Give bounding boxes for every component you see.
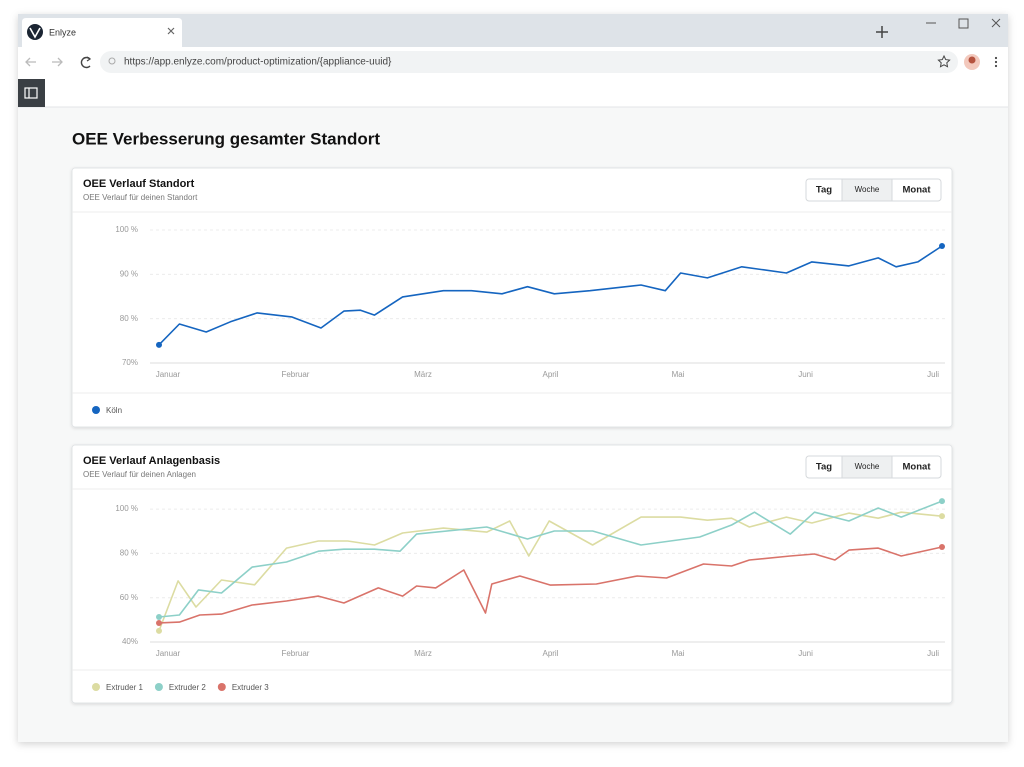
control-button[interactable]: Monat: [903, 462, 932, 473]
endpoint-dot: [156, 627, 162, 634]
control-button[interactable]: Monat: [903, 185, 932, 196]
x-tick-label: Februar: [281, 370, 309, 379]
legend-label[interactable]: Extruder 2: [169, 683, 206, 692]
y-tick-label: 60 %: [120, 593, 138, 602]
x-tick-label: Januar: [156, 649, 181, 658]
url[interactable]: https://app.enlyze.com/product-optimizat…: [124, 57, 392, 68]
endpoint-dot: [939, 498, 945, 505]
legend-label[interactable]: Extruder 3: [232, 683, 269, 692]
tab-close[interactable]: [167, 27, 175, 35]
tab-favicon: [27, 24, 43, 40]
control-button[interactable]: Tag: [816, 185, 832, 196]
close-window[interactable]: [991, 18, 1001, 28]
x-tick-label: März: [414, 370, 432, 379]
x-tick-label: Mai: [672, 649, 685, 658]
legend-label[interactable]: Köln: [106, 406, 122, 415]
x-tick-label: Juli: [927, 649, 939, 658]
new-tab[interactable]: [876, 26, 888, 38]
x-tick-label: April: [542, 649, 558, 658]
y-tick-label: 40%: [122, 637, 138, 646]
control-active-bg: [841, 455, 893, 479]
chart-subtitle: OEE Verlauf für deinen Anlagen: [83, 470, 196, 479]
series-line: [158, 245, 943, 346]
endpoint-dot: [156, 619, 162, 626]
x-tick-label: März: [414, 649, 432, 658]
endpoint-dot: [939, 543, 945, 550]
series-line: [158, 546, 943, 624]
page-title: OEE Verbesserung gesamter Standort: [72, 129, 380, 148]
endpoint-dot: [156, 341, 162, 348]
y-tick-label: 80 %: [120, 548, 138, 557]
sidebar-toggle[interactable]: [18, 79, 45, 107]
search-icon: [108, 57, 116, 65]
endpoint-dot: [939, 513, 945, 520]
tab[interactable]: [22, 18, 182, 47]
back-button[interactable]: [25, 57, 36, 67]
chart-title: OEE Verlauf Anlagenbasis: [83, 455, 220, 467]
legend-marker[interactable]: [92, 406, 100, 414]
legend-label[interactable]: Extruder 1: [106, 683, 143, 692]
control-button[interactable]: Woche: [855, 462, 880, 471]
sidebar-icon: [24, 87, 38, 99]
tab-title: Enlyze: [49, 27, 76, 37]
control-button[interactable]: Woche: [855, 185, 880, 194]
x-tick-label: Juli: [927, 370, 939, 379]
maximize[interactable]: [958, 18, 969, 29]
y-tick-label: 80 %: [120, 314, 138, 323]
endpoint-dot: [939, 242, 945, 249]
y-tick-label: 100 %: [115, 504, 138, 513]
x-tick-label: Juni: [798, 649, 813, 658]
y-tick-label: 70%: [122, 358, 138, 367]
bookmark-star[interactable]: [937, 54, 951, 68]
address-bar[interactable]: [100, 51, 958, 73]
legend-marker[interactable]: [217, 683, 226, 691]
avatar-head: [968, 56, 976, 64]
control-button[interactable]: Tag: [816, 462, 832, 473]
reload-arrow: [86, 56, 92, 62]
series-line: [158, 500, 943, 618]
x-tick-label: April: [542, 370, 558, 379]
legend-marker[interactable]: [154, 683, 163, 691]
x-tick-label: Mai: [672, 370, 685, 379]
app-bar: [18, 79, 1008, 107]
x-tick-label: Februar: [281, 649, 309, 658]
chart-card: [71, 444, 953, 704]
legend-marker[interactable]: [92, 683, 100, 691]
menu-button[interactable]: [994, 56, 998, 68]
forward-button[interactable]: [52, 57, 63, 67]
y-tick-label: 100 %: [115, 225, 138, 234]
x-tick-label: Juni: [798, 370, 813, 379]
series-line: [158, 511, 943, 632]
endpoint-dot: [156, 613, 162, 620]
tab-bar: [18, 14, 1008, 47]
chart-title: OEE Verlauf Standort: [83, 178, 195, 190]
x-tick-label: Januar: [156, 370, 181, 379]
y-tick-label: 90 %: [120, 269, 138, 278]
control-active-bg: [841, 178, 893, 202]
chart-card: [71, 167, 953, 428]
chart-subtitle: OEE Verlauf für deinen Standort: [83, 193, 198, 202]
favicon-mark: [29, 27, 41, 39]
